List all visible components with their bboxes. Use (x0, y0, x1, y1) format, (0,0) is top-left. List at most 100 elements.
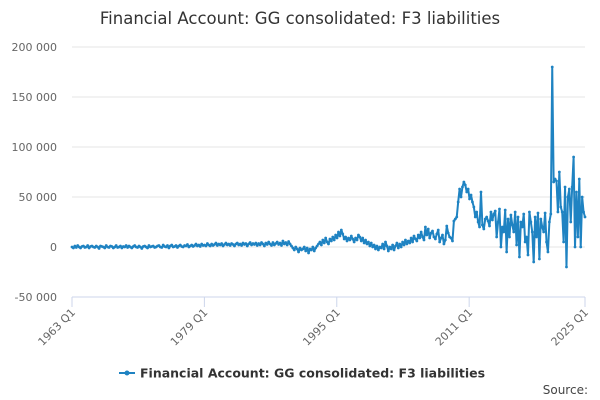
data-point (381, 242, 385, 246)
data-point (496, 220, 500, 224)
data-point (468, 197, 471, 201)
data-point (258, 243, 262, 247)
data-point (367, 240, 370, 244)
data-point (476, 220, 480, 224)
data-point (415, 239, 419, 243)
data-point (509, 213, 513, 217)
data-point (575, 190, 578, 194)
chart-title: Financial Account: GG consolidated: F3 l… (100, 9, 500, 28)
data-point (119, 244, 122, 248)
data-point (488, 224, 491, 228)
data-point (287, 240, 290, 243)
y-tick-label: 150 000 (12, 91, 58, 104)
data-point (338, 234, 342, 238)
data-point (421, 235, 424, 239)
data-point (569, 220, 573, 224)
data-point (312, 249, 316, 253)
data-point (355, 238, 359, 242)
data-point (576, 235, 580, 239)
data-point (411, 240, 414, 244)
data-point (389, 247, 393, 251)
data-point (382, 247, 386, 251)
data-point (233, 244, 236, 248)
data-point (552, 180, 556, 184)
y-tick-label: 200 000 (12, 41, 58, 54)
x-tick-label: 1963 Q1 (36, 306, 79, 349)
data-point (538, 257, 541, 261)
data-point (337, 230, 340, 234)
data-point (348, 238, 352, 242)
data-point (248, 241, 252, 244)
data-point (566, 195, 570, 199)
data-point (317, 242, 320, 246)
data-point (321, 238, 325, 242)
data-point (461, 185, 464, 189)
data-point (352, 240, 356, 244)
data-point (522, 212, 526, 216)
data-point (349, 234, 353, 238)
data-point (167, 246, 171, 250)
data-point (452, 219, 456, 223)
data-point (358, 235, 362, 239)
data-point (267, 240, 271, 244)
data-point (406, 239, 410, 243)
legend[interactable]: Financial Account: GG consolidated: F3 l… (119, 366, 485, 381)
data-point (449, 236, 453, 240)
data-point (550, 65, 554, 69)
data-point (124, 244, 128, 247)
data-point (329, 239, 333, 243)
data-point (416, 233, 420, 237)
data-point (473, 215, 477, 219)
data-point (499, 245, 503, 249)
data-point (297, 250, 300, 254)
data-point (285, 243, 289, 247)
data-point (424, 225, 427, 229)
data-point (198, 245, 202, 248)
data-point (305, 246, 309, 250)
data-point (371, 245, 375, 249)
data-point (510, 223, 514, 227)
data-point (408, 241, 412, 245)
data-point (345, 239, 349, 243)
data-point (311, 245, 315, 249)
data-point (103, 246, 107, 250)
data-point (292, 248, 296, 252)
data-point (565, 265, 568, 269)
data-point (506, 217, 510, 221)
series-points (70, 65, 587, 269)
data-point (284, 241, 288, 244)
data-point (573, 245, 577, 249)
data-point (515, 243, 518, 247)
data-point (384, 240, 387, 244)
data-point (72, 246, 75, 250)
data-point (560, 210, 564, 214)
data-point (472, 205, 476, 209)
data-point (315, 244, 319, 248)
data-point (166, 244, 169, 247)
data-point (374, 247, 377, 251)
data-point (307, 251, 310, 255)
data-point (513, 210, 517, 214)
data-point (533, 215, 537, 219)
data-point (328, 237, 332, 241)
data-point (458, 187, 461, 191)
data-point (579, 245, 583, 249)
data-point (245, 244, 249, 248)
data-point (535, 235, 538, 239)
data-point (471, 200, 474, 204)
data-point (439, 236, 443, 240)
data-point (224, 241, 228, 245)
data-point (394, 244, 397, 248)
data-point (395, 241, 399, 245)
x-tick-label: 1979 Q1 (168, 306, 211, 349)
data-point (418, 236, 422, 240)
data-point (536, 211, 540, 215)
data-point (526, 253, 530, 257)
legend-label: Financial Account: GG consolidated: F3 l… (140, 366, 485, 381)
data-point (160, 246, 164, 249)
data-point (520, 225, 524, 229)
data-point (462, 180, 466, 184)
data-point (414, 237, 417, 241)
data-point (194, 242, 198, 246)
data-point (280, 244, 283, 247)
